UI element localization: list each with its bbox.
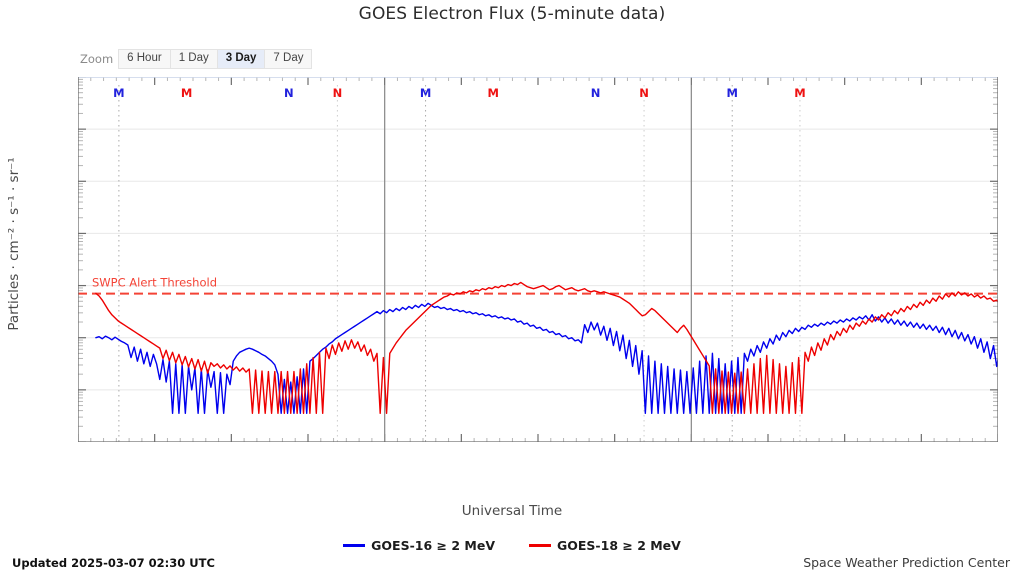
flux-plot[interactable]: 10010110210310410510610700:00Mar 506:001…: [78, 77, 998, 442]
event-marker-m[interactable]: M: [488, 86, 499, 100]
zoom-control-label: Zoom: [80, 51, 114, 66]
legend-swatch-goes-18: [529, 544, 551, 547]
legend-label-goes-16: GOES-16 ≥ 2 MeV: [371, 538, 495, 553]
zoom-option-6-hour[interactable]: 6 Hour: [118, 48, 170, 69]
event-marker-n[interactable]: N: [284, 86, 294, 100]
legend-label-goes-18: GOES-18 ≥ 2 MeV: [557, 538, 681, 553]
series-line-goes-16: [95, 302, 998, 415]
legend-swatch-goes-16: [343, 544, 366, 547]
threshold-label: SWPC Alert Threshold: [92, 276, 217, 290]
y-axis-title: Particles · cm⁻² · s⁻¹ · sr⁻¹: [6, 157, 22, 331]
page-title: GOES Electron Flux (5-minute data): [358, 4, 666, 24]
source-attribution: Space Weather Prediction Center: [803, 555, 1010, 570]
event-marker-m[interactable]: M: [181, 86, 192, 100]
updated-timestamp: Updated 2025-03-07 02:30 UTC: [12, 556, 215, 570]
event-marker-n[interactable]: N: [591, 86, 601, 100]
zoom-range-control: Zoom 6 Hour 1 Day 3 Day 7 Day: [80, 48, 313, 69]
event-marker-n[interactable]: N: [639, 86, 649, 100]
chart-legend: GOES-16 ≥ 2 MeV GOES-18 ≥ 2 MeV: [0, 538, 1024, 553]
legend-item-goes-18[interactable]: GOES-18 ≥ 2 MeV: [529, 538, 681, 553]
event-marker-m[interactable]: M: [113, 86, 124, 100]
event-marker-m[interactable]: M: [794, 86, 805, 100]
zoom-option-3-day[interactable]: 3 Day: [216, 48, 265, 69]
event-marker-n[interactable]: N: [333, 86, 343, 100]
legend-item-goes-16[interactable]: GOES-16 ≥ 2 MeV: [343, 538, 495, 553]
zoom-option-7-day[interactable]: 7 Day: [264, 48, 313, 69]
series-line-goes-18: [95, 281, 998, 415]
plot-svg: 10010110210310410510610700:00Mar 506:001…: [78, 77, 998, 442]
event-marker-m[interactable]: M: [726, 86, 737, 100]
event-marker-m[interactable]: M: [420, 86, 431, 100]
x-axis-title: Universal Time: [461, 503, 563, 519]
zoom-option-1-day[interactable]: 1 Day: [169, 48, 217, 69]
